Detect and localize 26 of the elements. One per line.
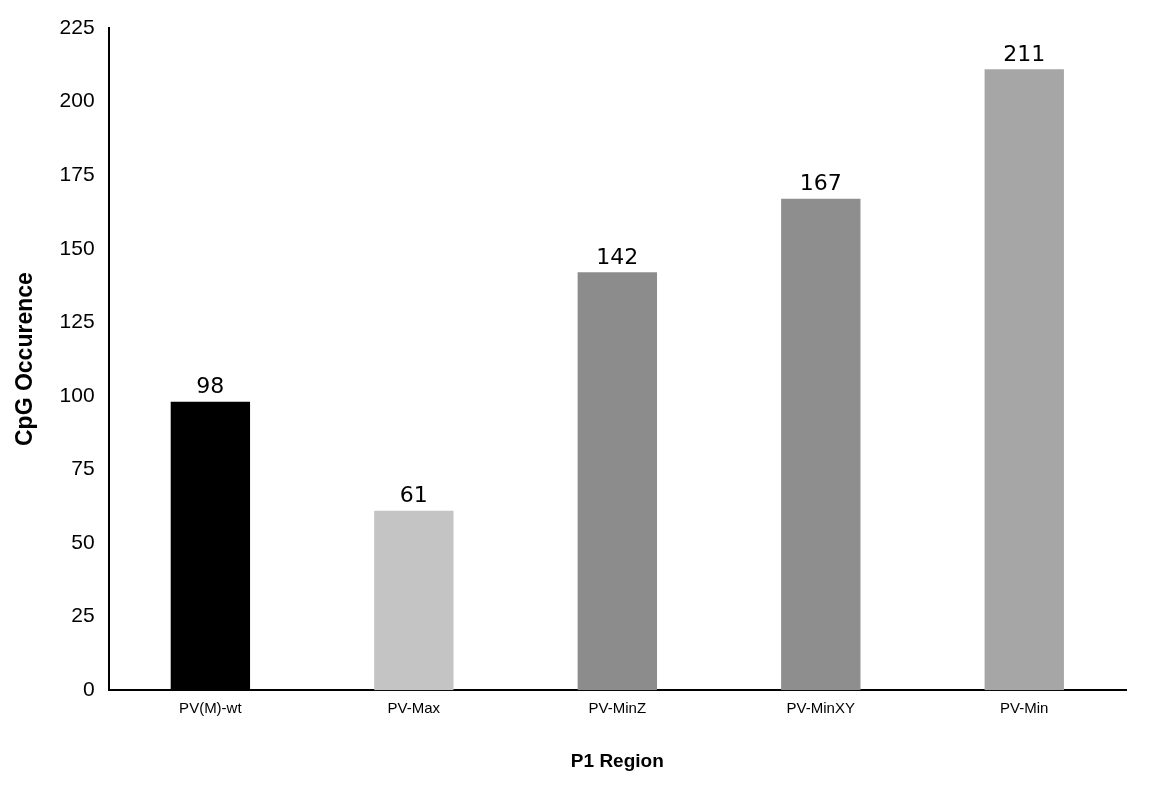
y-tick-label: 0 (82, 677, 95, 700)
data-label: 61 (399, 482, 428, 508)
y-tick-label: 200 (59, 88, 95, 112)
y-tick-label: 50 (71, 529, 95, 553)
data-label: 167 (799, 170, 842, 196)
data-label: 98 (196, 373, 225, 399)
x-tick-label: PV-MinXY (786, 699, 855, 717)
y-axis-title: CpG Occurence (11, 272, 38, 447)
x-tick-label: PV-MinZ (588, 699, 647, 717)
y-tick-label: 75 (71, 456, 95, 480)
x-tick-label: PV-Min (1000, 699, 1049, 717)
data-label: 211 (1003, 40, 1046, 66)
bar (374, 510, 454, 691)
y-tick-label: 150 (59, 235, 95, 259)
data-label: 142 (596, 244, 639, 269)
y-tick-label: 25 (71, 603, 95, 627)
x-tick-label: PV(M)-wt (179, 699, 243, 717)
y-tick-label: 225 (59, 14, 95, 38)
bar (781, 198, 861, 691)
bar (577, 272, 657, 691)
x-tick-label: PV-Max (387, 699, 441, 717)
x-axis-title: P1 Region (570, 749, 664, 771)
bar (984, 69, 1064, 691)
y-tick-label: 175 (59, 161, 95, 185)
y-tick-label: 125 (59, 309, 95, 333)
y-tick-label: 100 (59, 382, 95, 406)
